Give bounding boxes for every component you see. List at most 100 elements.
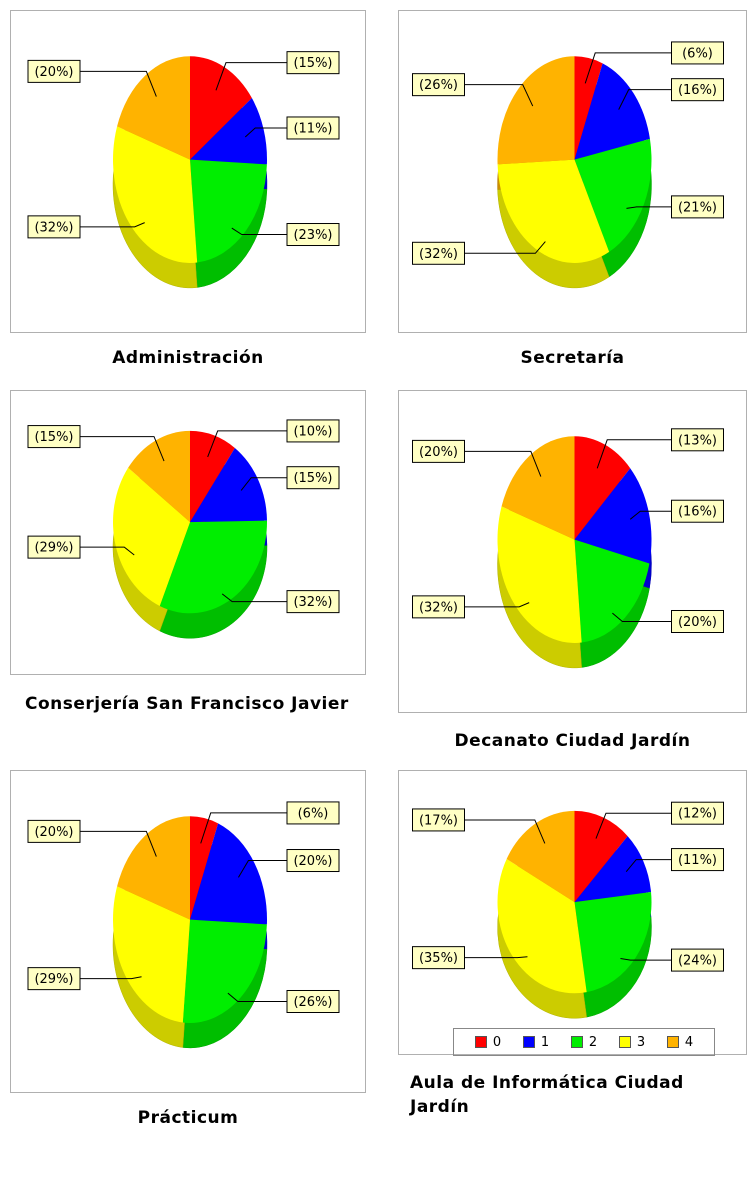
pie-slice xyxy=(190,159,267,263)
chart: (12%) (11%) (24%) (35%) (17%) xyxy=(412,801,724,1019)
value-label: (29%) xyxy=(34,541,73,556)
pie-slice xyxy=(497,159,610,263)
legend-item: 0 xyxy=(474,1034,502,1050)
label-leader xyxy=(80,70,157,97)
pie-slice xyxy=(574,836,652,903)
label-box xyxy=(412,241,465,265)
pie-slice xyxy=(112,886,190,1023)
label-box xyxy=(671,195,724,219)
legend-swatch xyxy=(522,1036,535,1048)
label-box xyxy=(286,223,340,247)
pie-slice xyxy=(190,98,267,165)
label-leader xyxy=(464,819,546,844)
label-box xyxy=(412,595,465,619)
label-leader xyxy=(464,450,542,477)
value-label: (11%) xyxy=(293,121,332,136)
pie-slice xyxy=(574,56,603,160)
value-label: (26%) xyxy=(293,995,332,1010)
legend-swatch xyxy=(666,1036,679,1048)
label-leader xyxy=(625,859,672,873)
label-leader xyxy=(221,593,287,603)
value-label: (20%) xyxy=(419,445,458,460)
label-leader xyxy=(596,439,672,469)
label-box xyxy=(286,590,340,614)
label-box xyxy=(671,848,724,872)
value-label: (15%) xyxy=(293,56,332,71)
label-box xyxy=(286,801,340,825)
label-box xyxy=(286,849,340,873)
legend-label: 2 xyxy=(588,1034,598,1050)
label-leader xyxy=(595,812,672,839)
label-box xyxy=(27,59,81,83)
legend-swatch xyxy=(618,1036,631,1048)
label-leader xyxy=(80,436,165,462)
label-leader xyxy=(207,430,287,458)
label-box xyxy=(412,439,465,463)
label-box xyxy=(27,819,81,843)
pie-slice xyxy=(190,823,267,925)
chart: (13%) (16%) (20%) (32%) (20%) xyxy=(412,428,724,669)
value-label: (17%) xyxy=(419,813,458,828)
chart-title: Aula de Informática Ciudad Jardín xyxy=(410,1073,684,1117)
legend-label: 1 xyxy=(540,1034,550,1050)
label-leader xyxy=(464,241,546,254)
legend-label: 3 xyxy=(636,1034,646,1050)
chart-panel: (10%) (15%) (32%) (29%) (15%) xyxy=(10,390,366,675)
pie-slice xyxy=(497,859,587,994)
value-label: (13%) xyxy=(678,433,717,448)
chart-panel: (6%) (16%) (21%) (32%) (26%) xyxy=(398,10,747,333)
value-label: (16%) xyxy=(678,83,717,98)
chart-title: Prácticum xyxy=(137,1108,239,1128)
legend-label: 4 xyxy=(684,1034,694,1050)
label-leader xyxy=(612,612,672,622)
value-label: (15%) xyxy=(34,430,73,445)
label-leader xyxy=(626,206,672,209)
legend-item: 2 xyxy=(570,1034,598,1050)
label-box xyxy=(27,967,81,991)
pie-slice xyxy=(574,138,652,252)
pie-slice xyxy=(574,63,650,160)
pie-slice xyxy=(574,539,650,643)
pie-slice xyxy=(159,520,267,614)
label-leader xyxy=(227,992,287,1002)
pie-slice xyxy=(182,919,267,1023)
pie-slice xyxy=(574,810,628,903)
label-box xyxy=(671,499,724,523)
legend-item: 3 xyxy=(618,1034,646,1050)
pie-slice xyxy=(574,468,652,564)
pie-slice xyxy=(497,506,582,643)
legend-label: 0 xyxy=(492,1034,502,1050)
pie-slice xyxy=(113,467,190,606)
value-label: (16%) xyxy=(678,505,717,520)
label-box xyxy=(27,425,81,449)
value-label: (20%) xyxy=(678,615,717,630)
label-leader xyxy=(80,976,142,980)
label-box xyxy=(671,948,724,972)
label-box xyxy=(671,78,724,102)
chart-title: Conserjería San Francisco Javier xyxy=(25,694,349,714)
value-label: (35%) xyxy=(419,951,458,966)
value-label: (6%) xyxy=(682,46,713,61)
label-leader xyxy=(231,227,287,236)
label-box xyxy=(671,801,724,825)
value-label: (32%) xyxy=(419,600,458,615)
value-label: (24%) xyxy=(678,954,717,969)
pie-slice xyxy=(190,816,219,920)
chart: (6%) (16%) (21%) (32%) (26%) xyxy=(412,41,724,289)
pie-slice xyxy=(117,56,190,160)
chart-panel: (15%) (11%) (23%) (32%) (20%) xyxy=(10,10,366,333)
pie-slice xyxy=(497,56,575,165)
label-leader xyxy=(240,477,287,491)
label-leader xyxy=(80,830,157,857)
label-box xyxy=(412,808,465,832)
pie-slice xyxy=(117,816,190,920)
value-label: (29%) xyxy=(34,972,73,987)
value-label: (23%) xyxy=(293,228,332,243)
legend-item: 4 xyxy=(666,1034,694,1050)
label-leader xyxy=(244,127,287,138)
label-box xyxy=(286,419,340,443)
legend: 0 1 2 3 4 xyxy=(453,1028,715,1056)
chart-title: Secretaría xyxy=(520,348,625,368)
pie-slice xyxy=(501,436,575,540)
label-box xyxy=(671,428,724,452)
